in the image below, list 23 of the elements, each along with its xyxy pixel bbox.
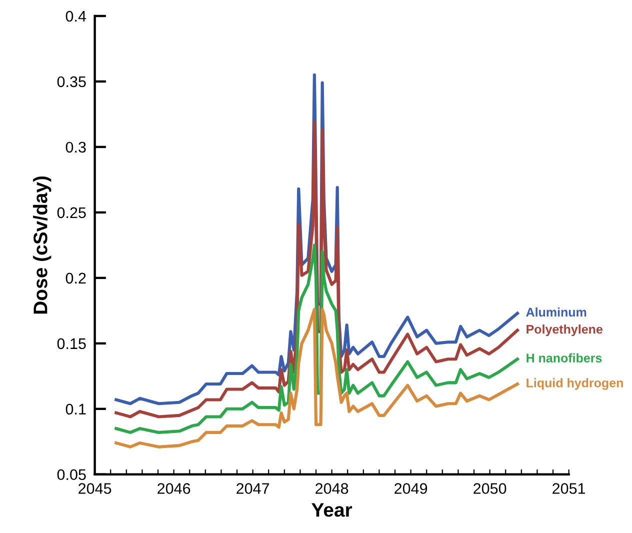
x-axis-title: Year <box>312 503 352 517</box>
y-tick-label: 0.05 <box>57 469 86 480</box>
x-tick-label: 2045 <box>78 483 112 494</box>
y-tick-label: 0.15 <box>57 338 86 350</box>
series-label: Liquid hydrogen <box>526 378 623 390</box>
x-tick-label: 2047 <box>236 483 270 494</box>
x-tick-label: 2051 <box>552 483 586 494</box>
line-series <box>114 244 519 434</box>
y-tick-label: 0.3 <box>66 142 86 153</box>
series-label: H nanofibers <box>526 353 602 362</box>
y-axis-title: Dose (cSv/day) <box>33 176 52 314</box>
series-label: Polyethylene <box>526 324 602 336</box>
line-series <box>114 308 519 448</box>
x-tick-label: 2049 <box>394 483 428 494</box>
series-label: Aluminum <box>526 307 586 317</box>
x-tick-label: 2046 <box>158 483 190 494</box>
y-tick-label: 0.1 <box>66 404 86 415</box>
y-tick-label: 0.4 <box>66 10 86 22</box>
y-tick-label: 0.2 <box>66 272 86 284</box>
x-tick-label: 2050 <box>474 483 506 494</box>
y-tick-label: 0.35 <box>57 76 86 88</box>
y-tick-label: 0.25 <box>57 207 86 218</box>
x-tick-label: 2048 <box>316 483 348 494</box>
